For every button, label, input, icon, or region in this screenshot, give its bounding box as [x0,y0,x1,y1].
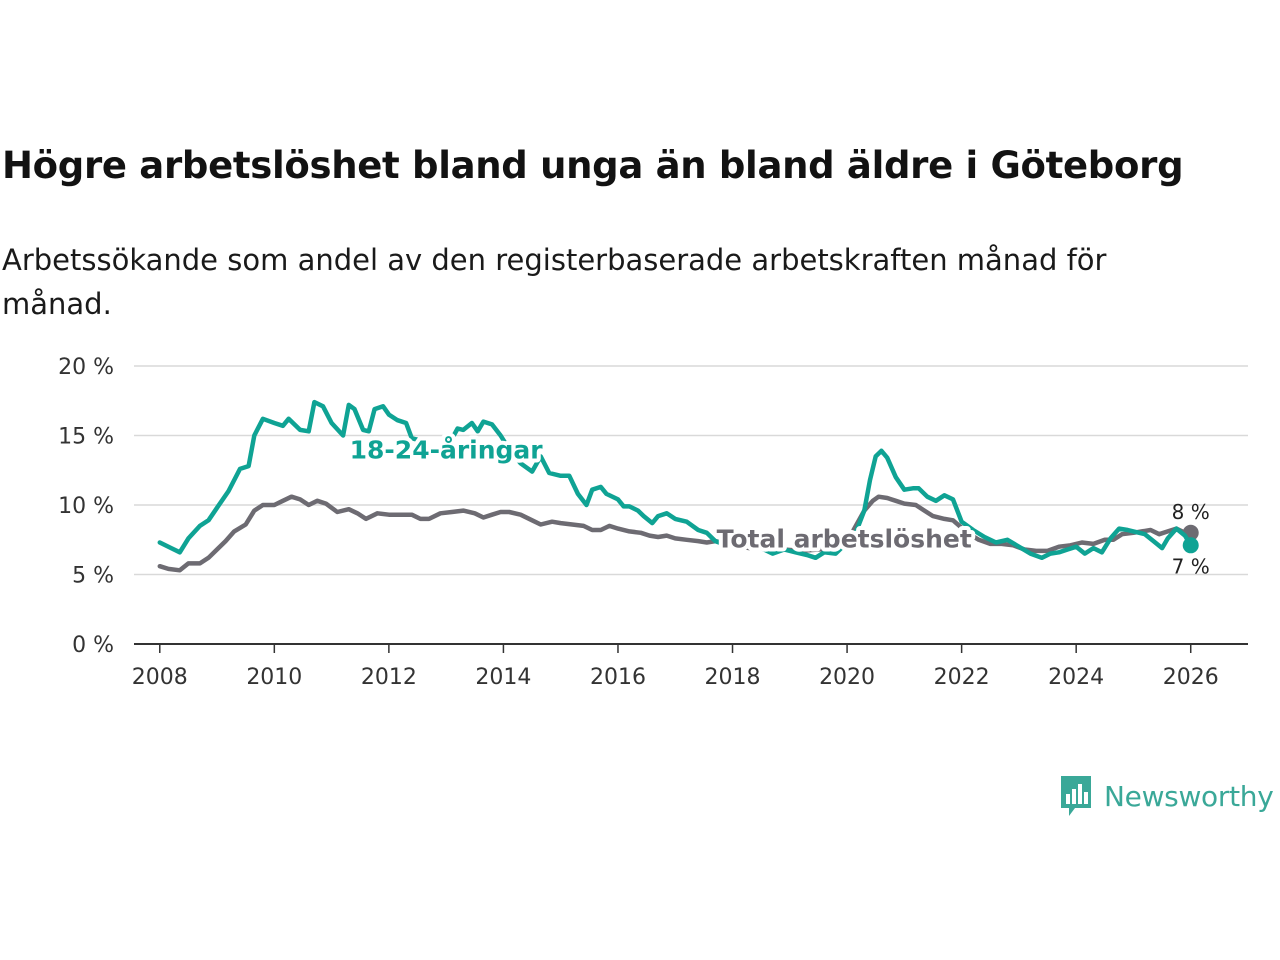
y-tick-label: 10 % [58,494,114,519]
x-tick-label: 2016 [590,665,646,690]
x-tick-label: 2010 [246,665,302,690]
x-tick-label: 2014 [475,665,531,690]
series-line-youth [157,399,1193,561]
y-tick-label: 5 % [72,564,114,589]
x-tick-label: 2020 [819,665,875,690]
y-tick-label: 0 % [72,633,114,658]
x-tick-label: 2008 [132,665,188,690]
y-tick-label: 20 % [58,355,114,380]
x-tick-label: 2024 [1048,665,1104,690]
newsworthy-logo: Newsworthy [1058,772,1274,820]
series-lines [157,399,1199,573]
x-tick-label: 2026 [1163,665,1219,690]
newsworthy-logo-text: Newsworthy [1104,779,1274,813]
newsworthy-logo-icon [1061,776,1091,816]
axes: 0 % 5 % 10 % 15 % 20 % 2008 2010 2012 2014 2016 20… [58,355,1248,690]
x-tick-label: 2022 [934,665,990,690]
series-line-total [157,494,1193,573]
series-labels: 8 % 7 % 18-24-åringar Total arbetslöshet [346,431,1210,578]
end-point-youth [1182,537,1199,554]
end-label-youth: 7 % [1172,554,1210,578]
x-tick-label: 2012 [361,665,417,690]
end-label-total: 8 % [1172,500,1210,524]
y-tick-label: 15 % [58,425,114,450]
x-tick-label: 2018 [705,665,761,690]
chart-subtitle: Arbetssökande som andel av den registerb… [2,243,1107,321]
gridlines [134,365,1248,576]
series-label-total: Total arbetslöshet [717,524,972,553]
chart-title: Högre arbetslöshet bland unga än bland ä… [2,144,1184,187]
series-label-youth: 18-24-åringar [350,435,544,464]
